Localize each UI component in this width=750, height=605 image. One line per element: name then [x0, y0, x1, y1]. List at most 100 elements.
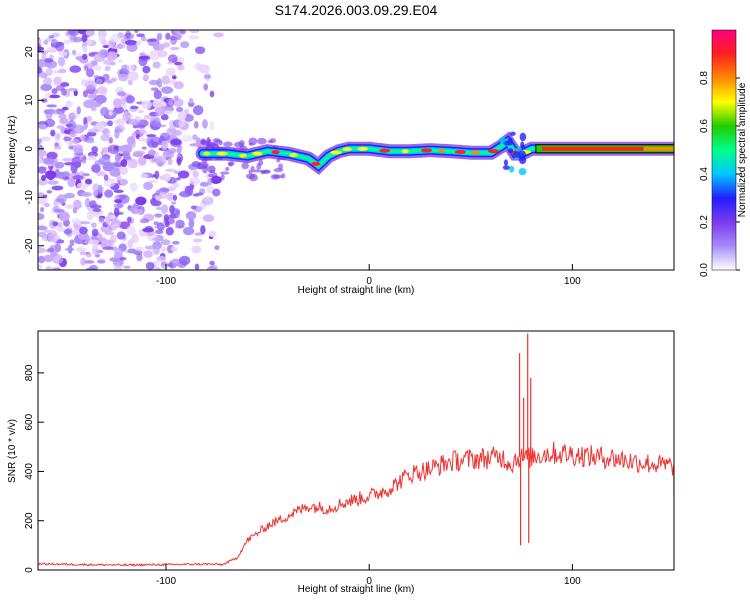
noise-blob [108, 214, 116, 220]
trace-disturbance [517, 150, 526, 160]
noise-blob [190, 205, 197, 210]
noise-blob [178, 145, 183, 150]
noise-blob [47, 247, 55, 253]
noise-blob [104, 65, 111, 72]
noise-blob [163, 110, 173, 115]
noise-blob [107, 144, 120, 155]
noise-blob [97, 86, 108, 95]
noise-blob [60, 88, 67, 96]
noise-blob [173, 95, 179, 101]
noise-blob [128, 159, 135, 163]
noise-blob [58, 51, 68, 57]
noise-blob [260, 170, 266, 175]
trace-hotspot [311, 161, 321, 166]
bottom-y-tick-label: 0 [24, 567, 35, 573]
noise-blob [148, 149, 156, 157]
trace-hotspot [216, 151, 228, 156]
snr-panel: -100 0 100 0 200 400 600 800 Height of straigh… [7, 330, 675, 595]
noise-blob [52, 221, 59, 227]
noise-blob [126, 64, 135, 72]
noise-blob [193, 120, 199, 129]
noise-blob [55, 41, 65, 52]
noise-blob [87, 128, 99, 134]
noise-blob [189, 176, 201, 186]
noise-blob [126, 95, 135, 104]
noise-blob [139, 52, 146, 57]
colorbar-tick-label: 0.6 [699, 119, 710, 133]
noise-blob [153, 43, 160, 51]
noise-blob [165, 67, 176, 77]
noise-blob [84, 178, 93, 185]
noise-blob [156, 124, 167, 128]
noise-blob [90, 222, 97, 228]
noise-blob [95, 78, 103, 84]
trace-hotspot [203, 151, 210, 156]
noise-blob [80, 257, 87, 266]
noise-blob [152, 61, 161, 69]
noise-blob [98, 216, 105, 223]
noise-blob [102, 73, 110, 81]
noise-blob [202, 119, 208, 129]
noise-blob [46, 151, 58, 160]
noise-blob [38, 255, 45, 264]
noise-blob [154, 267, 161, 270]
noise-blob [160, 204, 169, 214]
noise-blob [150, 117, 161, 127]
noise-blob [51, 266, 61, 270]
bottom-y-tick-label: 800 [24, 364, 35, 381]
noise-blob [150, 200, 162, 207]
noise-blob [117, 59, 124, 64]
noise-blob [141, 100, 153, 110]
noise-blob [142, 227, 155, 233]
noise-blob [113, 189, 124, 194]
trace-hotspot [420, 148, 433, 153]
noise-blob [176, 106, 184, 113]
noise-blob [160, 261, 167, 267]
noise-blob [85, 30, 95, 37]
trace-disturbance [507, 148, 514, 154]
noise-blob [218, 141, 223, 146]
noise-blob [136, 33, 145, 38]
noise-blob [138, 55, 150, 60]
noise-blob [193, 238, 203, 243]
noise-blob [127, 216, 132, 224]
noise-blob [44, 170, 57, 180]
bottom-y-axis: 0 200 400 600 800 [24, 364, 44, 573]
noise-blob [248, 142, 254, 146]
noise-blob [87, 155, 97, 161]
noise-blob [95, 171, 106, 177]
noise-blob [115, 43, 126, 50]
noise-blob [111, 223, 120, 229]
noise-blob [164, 168, 177, 173]
noise-blob [137, 109, 144, 114]
noise-blob [210, 175, 222, 184]
top-y-tick-label: 20 [24, 46, 35, 58]
noise-blob [171, 258, 181, 264]
noise-blob [100, 133, 111, 142]
noise-blob [54, 208, 65, 213]
noise-blob [48, 34, 55, 39]
noise-blob [45, 266, 52, 270]
bottom-y-tick-label: 400 [24, 463, 35, 480]
noise-blob [73, 161, 82, 169]
noise-blob [225, 166, 230, 171]
noise-blob [188, 35, 200, 40]
noise-blob [272, 174, 283, 179]
colorbar-ticks: 0.0 0.2 0.4 0.6 0.8 [699, 71, 740, 277]
noise-blob [72, 138, 80, 144]
noise-blob [69, 65, 82, 73]
noise-blob [94, 160, 106, 166]
noise-blob [194, 263, 200, 270]
noise-blob [109, 33, 121, 44]
noise-blob [109, 167, 121, 177]
noise-blob [73, 147, 84, 154]
noise-blob [179, 30, 186, 34]
noise-blob [157, 50, 168, 58]
snr-frame [37, 330, 675, 571]
bottom-x-tick-label: 100 [564, 576, 581, 587]
noise-blob [129, 182, 138, 192]
noise-blobs [38, 30, 288, 270]
